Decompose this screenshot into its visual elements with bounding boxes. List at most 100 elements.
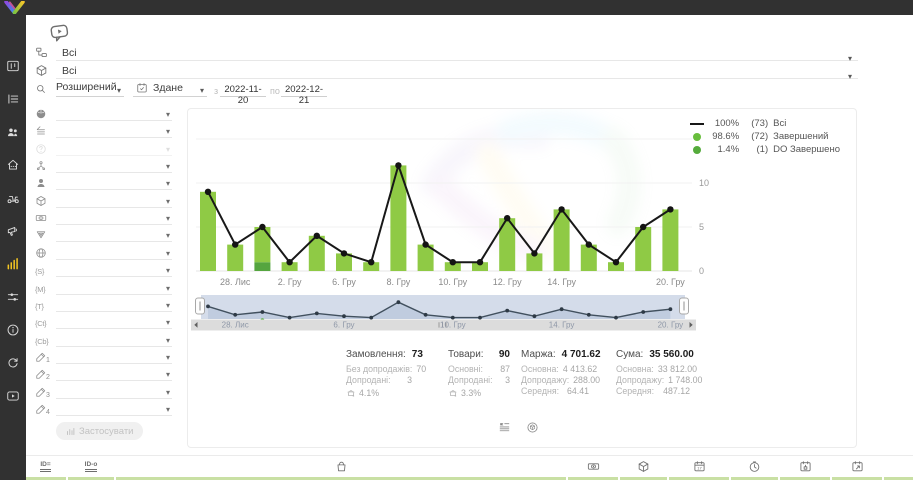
layers-edit-icon: [35, 125, 47, 137]
footer-cell[interactable]: [832, 456, 882, 480]
sidebar-item-kanban[interactable]: [6, 59, 20, 73]
funnel-select-value[interactable]: Всі: [62, 47, 77, 59]
filter-select[interactable]: [56, 227, 172, 243]
megaphone-icon: [6, 224, 20, 238]
stat-sub-value: 33 812.00: [657, 364, 697, 374]
filter-select[interactable]: [56, 401, 172, 416]
sidebar-item-users[interactable]: [6, 125, 20, 139]
stat-sub-row: Допродані: 3: [448, 375, 510, 386]
apply-button[interactable]: Застосувати: [56, 422, 144, 440]
stat-title-value: 90: [498, 349, 510, 360]
stat-sub-label: Основна:: [616, 364, 654, 374]
filter-select[interactable]: [56, 297, 172, 312]
offer-select-value[interactable]: Всі: [62, 65, 77, 77]
filter-select[interactable]: [56, 384, 172, 399]
filter-select[interactable]: [56, 262, 172, 278]
filter-select[interactable]: [56, 158, 172, 174]
orders-flag-icon[interactable]: [498, 421, 511, 434]
sidebar-item-info-circle[interactable]: [6, 323, 20, 337]
legend-item[interactable]: 100% (73) Всі: [690, 117, 840, 130]
footer-cell[interactable]: [116, 456, 566, 480]
sidebar-item-home-menu[interactable]: [6, 158, 20, 172]
filter-select[interactable]: [56, 175, 172, 191]
footer-cell[interactable]: [731, 456, 778, 480]
filter-select[interactable]: [56, 349, 172, 364]
from-label: з: [214, 86, 219, 96]
filter-row: {M}: [0, 280, 180, 297]
navigator-scrollbar[interactable]: [191, 319, 696, 331]
filter-row: [0, 227, 180, 244]
cube-icon: [637, 460, 650, 473]
filter-select[interactable]: [56, 193, 172, 208]
legend-item[interactable]: 98.6% (72) Завершений: [690, 130, 840, 143]
sidebar-item-scooter[interactable]: [6, 191, 20, 205]
banknote-eye-icon: [587, 460, 600, 473]
stat-sub-row: Без допродажів: 70: [346, 364, 426, 375]
stat-sub-value: 3: [505, 375, 510, 385]
to-label: по: [270, 86, 280, 96]
cube-circle-icon[interactable]: [526, 421, 539, 434]
filter-select[interactable]: [56, 141, 172, 156]
filter-select[interactable]: [56, 366, 172, 382]
legend-dot-swatch: [693, 145, 702, 154]
legend-series-name: DO Завершено: [773, 144, 840, 155]
upsell-percent: x 4.1%: [346, 388, 412, 398]
footer-cell[interactable]: [780, 456, 830, 480]
footer-cell[interactable]: [568, 456, 618, 480]
filter-select[interactable]: [56, 314, 172, 330]
filter-row: [0, 123, 180, 140]
navigator-left-handle[interactable]: [195, 296, 206, 314]
date-field-select[interactable]: Здане: [133, 81, 207, 97]
footer-cell[interactable]: 17: [669, 456, 729, 480]
navigator-right-handle[interactable]: [679, 296, 690, 314]
legend-line-swatch: [690, 122, 705, 125]
footer-cell[interactable]: ID-o: [68, 456, 114, 480]
sidebar-item-sliders[interactable]: [6, 290, 20, 304]
stat-sub-row: Допродані: 3: [346, 375, 412, 386]
sidebar-item-megaphone[interactable]: [6, 224, 20, 238]
filter-row: [0, 210, 180, 227]
filter-select[interactable]: [56, 106, 172, 121]
footer-cell[interactable]: [884, 456, 913, 480]
date-to-input[interactable]: 2022-12-21: [281, 81, 327, 106]
footer-cell[interactable]: ID=: [25, 456, 66, 480]
svg-text:12. Гру: 12. Гру: [493, 277, 522, 287]
id-group-icon: ID=: [40, 461, 51, 472]
help-circle-icon: [35, 143, 47, 155]
filter-row: {S}: [0, 262, 180, 279]
stat-title-label: Товари:: [448, 349, 484, 360]
filter-row: [0, 106, 180, 123]
stat-column: Замовлення: 73 Без допродажів: 70 Допродані:…: [346, 349, 426, 398]
sidebar-item-bar-chart[interactable]: [6, 257, 20, 271]
globe-grid-icon: [35, 247, 47, 259]
date-field-value: Здане: [153, 82, 183, 94]
stat-sub-label: Допродані:: [448, 375, 493, 385]
filter-select[interactable]: [56, 280, 172, 295]
sidebar-item-video-play[interactable]: [6, 389, 20, 403]
sliders-icon: [6, 290, 20, 304]
stat-sub-value: 288.00: [573, 375, 601, 385]
globe-solid-icon: [35, 108, 47, 120]
pencil-icon: 1: [35, 351, 50, 364]
filter-select[interactable]: [56, 332, 172, 347]
flow-icon: [35, 46, 48, 59]
id-o-group-icon: ID-o: [84, 461, 98, 472]
filter-select[interactable]: [56, 123, 172, 139]
search-mode-select[interactable]: Розширений: [56, 81, 124, 97]
sidebar: [0, 15, 26, 480]
legend-item[interactable]: 1.4% (1) DO Завершено: [690, 143, 840, 156]
sidebar-item-sync[interactable]: [6, 356, 20, 370]
stat-column: Сума: 35 560.00 Основна: 33 812.00 Допродажу…: [616, 349, 702, 398]
cube-icon: [35, 195, 47, 207]
sidebar-item-list-indent[interactable]: [6, 92, 20, 106]
footer-cell[interactable]: [620, 456, 667, 480]
analytics-card: 0 5 10 28. Лис 2. Гру 6. Гру 8. Гру 10. Гру 12. …: [187, 108, 857, 448]
chevron-down-icon[interactable]: [848, 66, 852, 84]
pencil-icon: 3: [35, 386, 50, 399]
filter-select[interactable]: [56, 245, 172, 260]
svg-text:x: x: [353, 394, 355, 398]
video-tutorial-button[interactable]: [47, 22, 72, 43]
date-from-input[interactable]: 2022-11-20: [220, 81, 266, 106]
calendar-date-icon: 17: [693, 460, 706, 473]
filter-select[interactable]: [56, 210, 172, 226]
